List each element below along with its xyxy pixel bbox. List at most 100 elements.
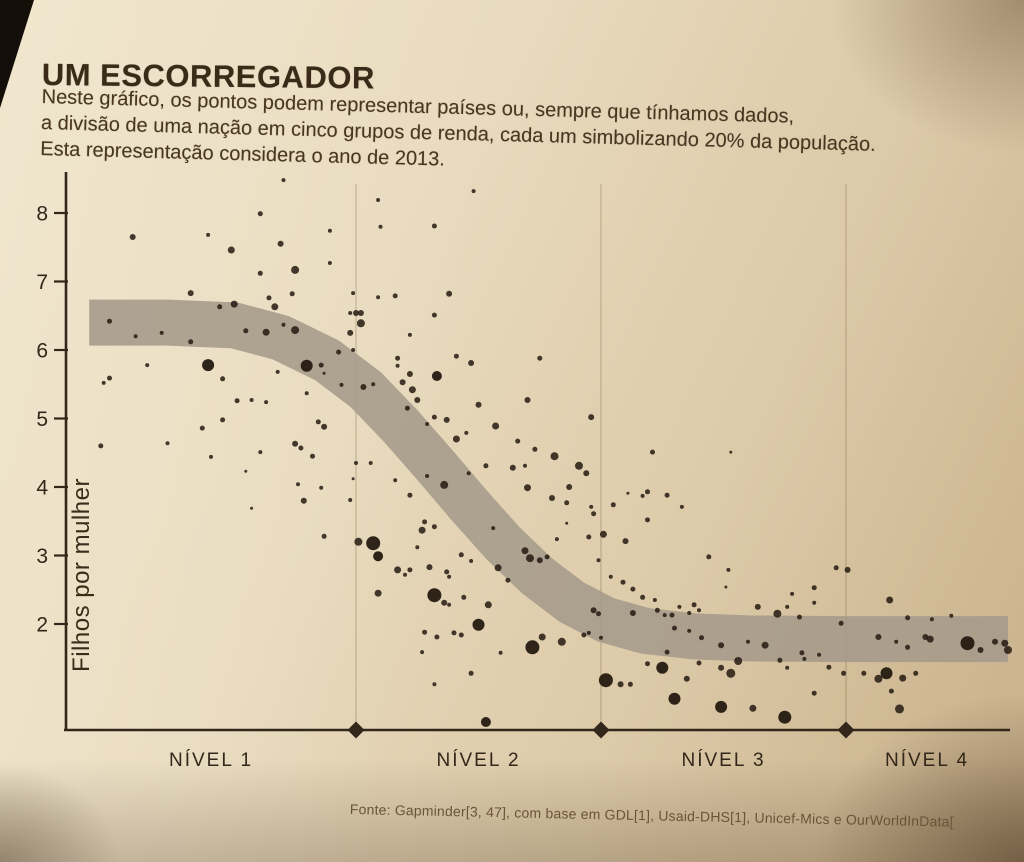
data-point: [257, 270, 263, 276]
data-point: [668, 692, 681, 705]
data-point: [453, 353, 459, 359]
data-point: [230, 300, 238, 308]
axis-labels: 8 7 6 5 4 3 2 NÍVEL 1 NÍVEL 2 NÍVEL 3 NÍVEL 4: [36, 203, 967, 772]
y-tick-label: 8: [36, 203, 48, 226]
data-point: [524, 397, 531, 403]
data-point: [452, 435, 460, 443]
data-point: [521, 547, 529, 555]
trend-band: [89, 299, 1008, 663]
data-point: [281, 322, 286, 327]
data-point: [654, 607, 660, 613]
data-point: [656, 661, 669, 674]
data-point: [354, 537, 363, 546]
data-point: [591, 511, 597, 517]
axis-diamond-marker: [837, 721, 855, 739]
data-point: [575, 461, 583, 470]
data-point: [583, 470, 590, 477]
data-point: [652, 598, 657, 602]
data-point: [875, 634, 882, 640]
axis-diamond-marker: [347, 721, 365, 739]
data-point: [427, 588, 442, 603]
data-point: [696, 660, 702, 666]
data-point: [244, 469, 248, 473]
data-point: [407, 567, 413, 573]
data-point: [977, 647, 984, 653]
data-point: [107, 375, 112, 381]
data-point: [458, 632, 464, 638]
data-point: [874, 674, 883, 683]
data-point: [393, 478, 398, 483]
data-point: [351, 477, 355, 481]
data-point: [408, 386, 416, 394]
data-point: [441, 599, 448, 606]
data-point: [494, 564, 502, 572]
data-point: [322, 371, 326, 375]
data-point: [913, 670, 919, 676]
data-point: [394, 566, 402, 574]
data-point: [645, 661, 650, 667]
data-point: [291, 326, 300, 335]
data-point: [403, 572, 407, 577]
data-point: [586, 534, 592, 540]
data-point: [841, 670, 847, 676]
data-point: [640, 594, 646, 600]
data-point: [929, 617, 934, 622]
axes: [54, 172, 1010, 739]
data-point: [718, 642, 725, 649]
data-point: [599, 635, 603, 640]
data-point: [724, 585, 728, 589]
data-point: [1004, 646, 1012, 654]
data-point: [399, 379, 406, 386]
data-point: [515, 438, 521, 444]
data-point: [291, 265, 300, 274]
data-point: [461, 594, 467, 600]
data-point: [664, 492, 670, 498]
data-point: [336, 349, 342, 355]
data-point: [395, 363, 400, 368]
data-point: [610, 502, 616, 508]
data-point: [107, 318, 112, 324]
data-point: [509, 464, 516, 471]
data-point: [434, 634, 440, 640]
data-point: [729, 450, 733, 454]
data-point: [811, 690, 817, 696]
data-point: [327, 261, 332, 265]
data-point: [431, 414, 437, 420]
data-point: [425, 422, 430, 426]
data-point: [206, 232, 211, 237]
data-point: [415, 545, 420, 550]
data-point: [443, 416, 450, 423]
data-point: [888, 688, 894, 694]
data-point: [264, 400, 269, 405]
data-point: [596, 611, 601, 617]
data-point: [492, 422, 500, 430]
data-point: [812, 600, 817, 605]
data-point: [472, 618, 485, 631]
data-point: [318, 362, 324, 368]
data-point: [532, 446, 538, 452]
data-point: [348, 498, 353, 502]
trend-band-path: [89, 299, 1008, 663]
data-point: [778, 710, 792, 724]
data-point: [715, 700, 728, 713]
data-point: [431, 371, 442, 381]
data-point: [425, 474, 430, 478]
data-point: [590, 607, 597, 614]
data-point: [249, 398, 254, 402]
data-point: [608, 574, 613, 579]
data-point: [790, 591, 795, 596]
data-point: [300, 359, 313, 372]
data-point: [662, 613, 667, 618]
data-point: [243, 328, 249, 334]
x-level-label: NÍVEL 2: [436, 750, 520, 771]
data-point: [797, 614, 802, 620]
data-point: [526, 554, 534, 563]
data-point: [861, 670, 867, 676]
data-point: [368, 461, 373, 465]
data-point: [554, 537, 559, 542]
data-point: [905, 644, 911, 650]
data-point: [538, 633, 546, 641]
data-point: [366, 536, 381, 551]
data-point: [227, 246, 235, 254]
